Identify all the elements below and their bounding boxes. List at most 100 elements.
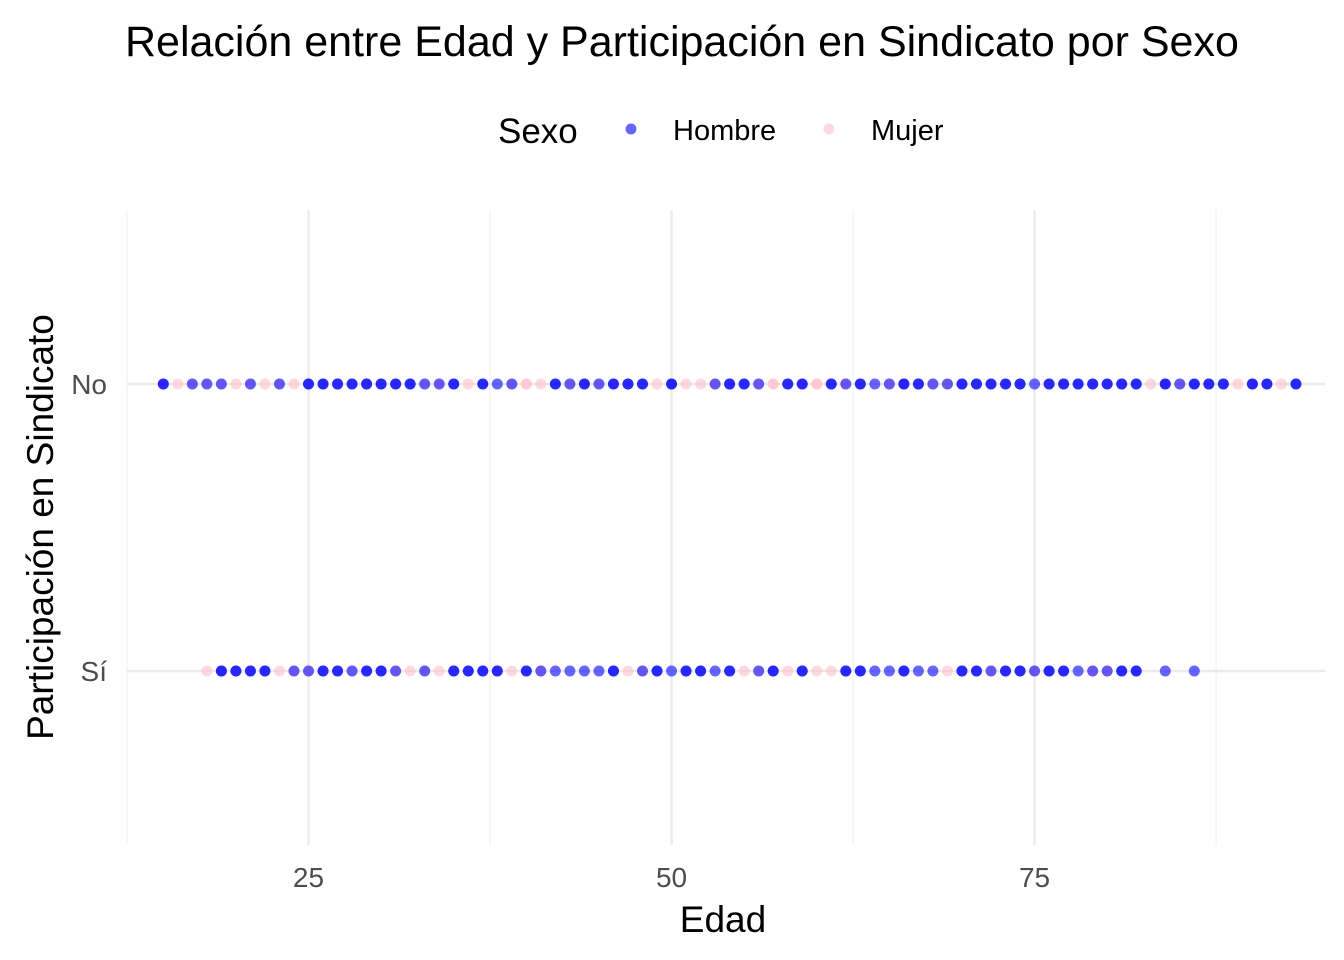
legend-label-mujer: Mujer xyxy=(871,115,944,147)
point-hombre xyxy=(477,378,489,390)
legend-entries: Hombre Mujer xyxy=(625,115,944,147)
point-hombre xyxy=(607,665,619,677)
point-hombre xyxy=(375,665,387,677)
point-hombre xyxy=(941,378,953,390)
point-hombre xyxy=(244,378,256,390)
point-mujer xyxy=(462,378,474,390)
point-mujer xyxy=(273,665,285,677)
point-hombre xyxy=(883,378,895,390)
point-hombre xyxy=(332,378,344,390)
point-hombre xyxy=(970,665,982,677)
point-hombre xyxy=(462,665,474,677)
point-hombre xyxy=(927,378,939,390)
point-hombre xyxy=(680,665,692,677)
point-hombre xyxy=(1174,378,1186,390)
point-hombre xyxy=(1058,378,1070,390)
point-hombre xyxy=(1000,378,1012,390)
point-hombre xyxy=(912,665,924,677)
point-mujer xyxy=(738,665,750,677)
point-hombre xyxy=(985,378,997,390)
point-mujer xyxy=(941,665,953,677)
point-hombre xyxy=(637,378,649,390)
point-hombre xyxy=(491,665,503,677)
point-hombre xyxy=(361,378,373,390)
point-hombre xyxy=(1014,665,1026,677)
point-hombre xyxy=(1261,378,1273,390)
point-hombre xyxy=(912,378,924,390)
point-hombre xyxy=(825,378,837,390)
point-hombre xyxy=(927,665,939,677)
point-mujer xyxy=(433,665,445,677)
point-hombre xyxy=(1101,665,1113,677)
point-hombre xyxy=(1043,378,1055,390)
x-axis-title: Edad xyxy=(680,899,766,940)
point-hombre xyxy=(956,378,968,390)
point-hombre xyxy=(346,665,358,677)
point-hombre xyxy=(303,378,315,390)
point-mujer xyxy=(811,378,823,390)
point-hombre xyxy=(549,665,561,677)
point-hombre xyxy=(753,665,765,677)
point-mujer xyxy=(259,378,271,390)
point-hombre xyxy=(985,665,997,677)
point-hombre xyxy=(390,378,402,390)
point-mujer xyxy=(201,665,213,677)
point-hombre xyxy=(520,665,532,677)
point-mujer xyxy=(230,378,242,390)
x-axis-tick-labels: 25 50 75 xyxy=(293,862,1050,893)
point-mujer xyxy=(172,378,184,390)
point-hombre xyxy=(419,665,431,677)
point-hombre xyxy=(448,378,460,390)
point-hombre xyxy=(157,378,169,390)
point-hombre xyxy=(477,665,489,677)
point-hombre xyxy=(724,378,736,390)
point-hombre xyxy=(666,378,678,390)
point-hombre xyxy=(738,378,750,390)
y-tick-label: No xyxy=(71,369,107,400)
point-hombre xyxy=(1072,665,1084,677)
y-tick-label: Sí xyxy=(81,656,108,687)
point-mujer xyxy=(651,378,663,390)
point-hombre xyxy=(593,378,605,390)
point-hombre xyxy=(854,378,866,390)
point-mujer xyxy=(782,665,794,677)
point-hombre xyxy=(724,665,736,677)
y-axis-tick-labels: No Sí xyxy=(71,369,107,687)
point-hombre xyxy=(840,665,852,677)
point-hombre xyxy=(970,378,982,390)
point-hombre xyxy=(1130,665,1142,677)
point-mujer xyxy=(1275,378,1287,390)
point-hombre xyxy=(244,665,256,677)
point-hombre xyxy=(666,665,678,677)
point-hombre xyxy=(404,378,416,390)
point-mujer xyxy=(622,665,634,677)
legend-label-hombre: Hombre xyxy=(673,115,776,147)
point-mujer xyxy=(535,378,547,390)
point-hombre xyxy=(1188,665,1200,677)
point-hombre xyxy=(709,665,721,677)
point-hombre xyxy=(186,378,198,390)
point-hombre xyxy=(869,665,881,677)
point-hombre xyxy=(1217,378,1229,390)
point-mujer xyxy=(1145,378,1157,390)
point-hombre xyxy=(593,665,605,677)
point-hombre xyxy=(767,665,779,677)
point-mujer xyxy=(288,378,300,390)
point-hombre xyxy=(230,665,242,677)
point-hombre xyxy=(448,665,460,677)
point-hombre xyxy=(332,665,344,677)
point-hombre xyxy=(1000,665,1012,677)
point-hombre xyxy=(1029,665,1041,677)
minor-gridlines xyxy=(126,210,1217,845)
point-hombre xyxy=(361,665,373,677)
point-hombre xyxy=(288,665,300,677)
point-hombre xyxy=(796,378,808,390)
point-mujer xyxy=(1232,378,1244,390)
point-hombre xyxy=(346,378,358,390)
point-hombre xyxy=(1159,665,1171,677)
legend: Sexo Hombre Mujer xyxy=(498,112,944,151)
point-hombre xyxy=(898,378,910,390)
point-hombre xyxy=(419,378,431,390)
point-hombre xyxy=(564,665,576,677)
